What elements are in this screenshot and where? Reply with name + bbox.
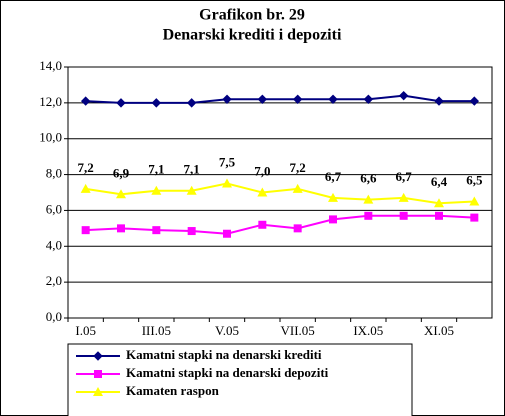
marker xyxy=(328,94,338,104)
data-label: 7,2 xyxy=(290,160,306,175)
x-tick-label: XI.05 xyxy=(424,323,454,338)
marker xyxy=(292,183,303,193)
marker xyxy=(222,94,232,104)
marker xyxy=(329,215,337,224)
y-tick-label: 2,0 xyxy=(46,273,62,288)
data-label: 6,7 xyxy=(325,169,342,184)
marker xyxy=(116,98,126,108)
marker xyxy=(363,94,374,104)
marker xyxy=(364,211,373,220)
series-line xyxy=(85,214,475,235)
y-tick-label: 0,0 xyxy=(46,309,62,324)
series-line xyxy=(85,94,475,104)
y-tick-label: 12,0 xyxy=(39,94,62,109)
chart-title: Grafikon br. 29 xyxy=(199,7,305,24)
y-tick-label: 8,0 xyxy=(46,166,62,181)
marker xyxy=(151,98,162,108)
data-label: 6,9 xyxy=(113,165,130,180)
marker xyxy=(81,226,90,235)
marker xyxy=(151,185,162,195)
marker xyxy=(434,96,444,106)
legend-label: Kamatni stapki na denarski depoziti xyxy=(126,365,329,380)
marker xyxy=(116,189,126,199)
marker xyxy=(80,183,91,193)
series-line xyxy=(85,182,475,205)
marker xyxy=(398,90,409,101)
data-label: 7,1 xyxy=(184,162,200,177)
x-tick-label: V.05 xyxy=(215,323,239,338)
marker xyxy=(399,211,408,220)
marker xyxy=(257,94,268,104)
data-label: 6,6 xyxy=(360,171,377,186)
data-label: 7,1 xyxy=(148,162,164,177)
marker xyxy=(222,178,232,188)
legend xyxy=(67,343,413,416)
y-tick-label: 14,0 xyxy=(39,58,62,73)
marker xyxy=(152,226,161,235)
marker xyxy=(469,96,480,106)
marker xyxy=(469,196,480,206)
marker xyxy=(187,227,196,236)
marker xyxy=(117,224,125,233)
marker xyxy=(292,94,303,104)
marker xyxy=(93,351,103,361)
marker xyxy=(186,98,197,108)
marker xyxy=(435,211,443,220)
legend-label: Kamaten raspon xyxy=(126,383,220,398)
marker xyxy=(186,185,197,195)
marker xyxy=(470,213,479,222)
data-label: 6,4 xyxy=(431,174,448,189)
marker xyxy=(80,96,91,106)
data-label: 7,0 xyxy=(254,163,270,178)
marker xyxy=(93,387,103,396)
marker xyxy=(398,192,409,202)
chart-subtitle: Denarski krediti i depoziti xyxy=(163,27,342,44)
data-label: 6,7 xyxy=(396,169,413,184)
y-tick-label: 4,0 xyxy=(46,237,62,252)
marker xyxy=(257,187,268,197)
y-tick-label: 6,0 xyxy=(46,201,62,216)
marker xyxy=(293,224,302,233)
legend-label: Kamatni stapki na denarski krediti xyxy=(126,347,322,362)
y-tick-label: 10,0 xyxy=(39,130,62,145)
marker xyxy=(223,229,231,238)
marker xyxy=(363,194,374,204)
x-tick-label: III.05 xyxy=(142,323,171,338)
x-tick-label: VII.05 xyxy=(281,323,315,338)
marker xyxy=(434,198,444,208)
marker xyxy=(328,192,338,202)
data-label: 7,5 xyxy=(219,155,236,170)
x-tick-label: I.05 xyxy=(75,323,96,338)
x-tick-label: IX.05 xyxy=(353,323,383,338)
marker xyxy=(94,370,102,378)
data-label: 7,2 xyxy=(78,160,94,175)
marker xyxy=(258,220,267,229)
data-label: 6,5 xyxy=(466,172,483,187)
